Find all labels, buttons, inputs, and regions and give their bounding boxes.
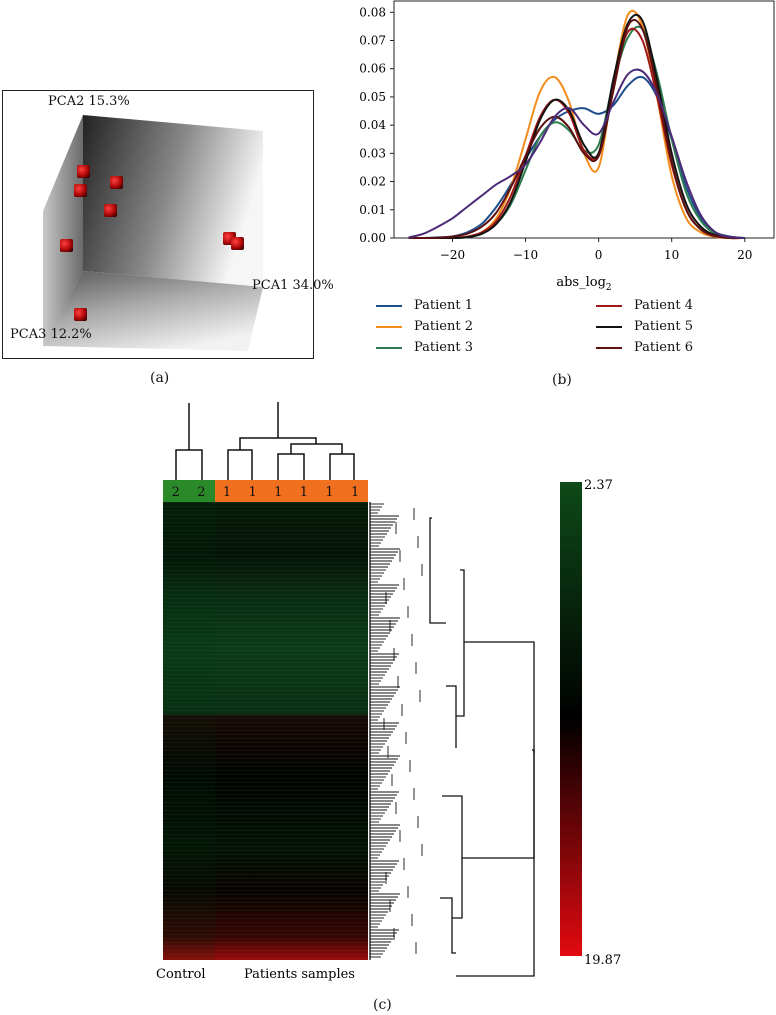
legend-swatch — [376, 325, 402, 328]
row-dendrogram — [369, 502, 535, 977]
pca-3d-svg — [43, 115, 263, 351]
column-group-label: 1 — [325, 485, 333, 500]
legend-label: Patient 3 — [414, 340, 473, 355]
column-group-label: 1 — [351, 485, 359, 500]
pca-point — [60, 239, 73, 252]
legend-label: Patient 6 — [634, 340, 693, 355]
y-tick-label: 0.04 — [359, 118, 386, 132]
y-tick-label: 0.01 — [359, 203, 386, 217]
color-scale-bar — [560, 482, 582, 956]
x-tick-label: 20 — [737, 248, 752, 262]
column-group-label: 2 — [197, 485, 205, 500]
y-tick-label: 0.00 — [359, 231, 386, 245]
legend-item: Patient 5 — [596, 319, 693, 334]
density-x-axis-label: abs_log2 — [556, 275, 611, 293]
legend-item: Patient 3 — [376, 340, 473, 355]
y-tick-label: 0.02 — [359, 175, 386, 189]
x-tick-label: 0 — [595, 248, 603, 262]
legend-item: Patient 4 — [596, 298, 693, 313]
legend-label: Patient 5 — [634, 319, 693, 334]
legend-swatch — [596, 346, 622, 349]
pca3-label: PCA3 12.2% — [10, 327, 92, 342]
control-label: Control — [156, 967, 206, 982]
panel-label-a: (a) — [150, 370, 170, 386]
heatmap-figure: 2 2 1 1 1 1 1 1 2.37 19.87 Control Patients sam… — [156, 402, 621, 982]
pca-point — [74, 184, 87, 197]
x-tick-label: −10 — [513, 248, 538, 262]
legend-swatch — [376, 346, 402, 349]
density-series-line — [408, 19, 745, 240]
column-group-label: 1 — [274, 485, 282, 500]
pca-floor — [43, 271, 263, 351]
density-series-line — [408, 13, 745, 240]
y-tick-label: 0.05 — [359, 90, 386, 104]
pca2-label: PCA2 15.3% — [48, 94, 130, 109]
y-tick-label: 0.07 — [359, 34, 386, 48]
column-group-label: 1 — [300, 485, 308, 500]
legend-label: Patient 4 — [634, 298, 693, 313]
panel-label-b: (b) — [552, 372, 572, 388]
pca-point — [231, 237, 244, 250]
column-group-label: 1 — [223, 485, 231, 500]
legend-swatch — [376, 304, 402, 307]
x-tick-label: 10 — [664, 248, 679, 262]
y-tick-label: 0.08 — [359, 5, 386, 19]
pca-point — [104, 204, 117, 217]
legend-swatch — [596, 325, 622, 328]
density-series-line — [408, 68, 745, 239]
legend-item: Patient 2 — [376, 319, 473, 334]
pca-back-wall — [83, 115, 263, 287]
pca-point — [77, 165, 90, 178]
pca-points — [60, 165, 244, 321]
density-legend: Patient 1 Patient 2 Patient 3 Patient 4 Pati… — [376, 298, 728, 360]
pca-3d-plot — [2, 90, 314, 359]
legend-swatch — [596, 304, 622, 307]
color-scale-max: 2.37 — [584, 478, 613, 493]
pca-point — [74, 308, 87, 321]
density-plot-frame — [393, 0, 775, 239]
density-plot: 0.00 0.01 0.02 0.03 0.04 0.05 0.06 0.07 0.08 −20… — [359, 0, 775, 293]
control-columns — [163, 502, 215, 960]
column-group-label: 1 — [249, 485, 257, 500]
column-dendrogram — [175, 402, 355, 480]
pca-point — [110, 176, 123, 189]
legend-item: Patient 6 — [596, 340, 693, 355]
y-tick-label: 0.06 — [359, 62, 386, 76]
column-group-label: 2 — [172, 485, 180, 500]
patient-group-bar — [215, 480, 368, 502]
legend-item: Patient 1 — [376, 298, 473, 313]
density-series-line — [408, 75, 745, 240]
y-tick-label: 0.03 — [359, 146, 386, 160]
heatmap-row-texture — [163, 502, 368, 960]
legend-label: Patient 1 — [414, 298, 473, 313]
panel-label-c: (c) — [373, 997, 392, 1013]
color-scale-min: 19.87 — [584, 953, 621, 968]
pca1-label: PCA1 34.0% — [252, 278, 334, 293]
pca-left-wall — [43, 115, 83, 346]
patients-label: Patients samples — [244, 967, 355, 982]
control-group-bar — [163, 480, 215, 502]
x-tick-label: −20 — [440, 248, 465, 262]
legend-label: Patient 2 — [414, 319, 473, 334]
